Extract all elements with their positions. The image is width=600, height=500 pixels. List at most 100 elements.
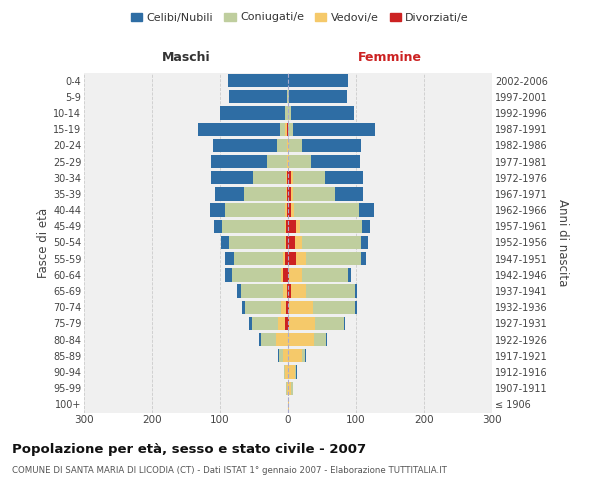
Bar — [292, 382, 293, 395]
Y-axis label: Anni di nascita: Anni di nascita — [556, 199, 569, 286]
Bar — [291, 204, 294, 217]
Bar — [344, 317, 345, 330]
Bar — [287, 122, 288, 136]
Bar — [285, 366, 288, 378]
Bar — [296, 252, 307, 266]
Bar — [259, 333, 261, 346]
Bar — [287, 382, 288, 395]
Bar — [288, 268, 289, 281]
Bar — [241, 284, 283, 298]
Bar — [229, 90, 287, 104]
Bar — [292, 106, 354, 120]
Bar — [289, 90, 347, 104]
Bar — [284, 236, 286, 249]
Bar — [234, 252, 283, 266]
Bar — [296, 366, 297, 378]
Bar — [305, 284, 355, 298]
Bar — [284, 220, 286, 233]
Bar — [288, 106, 292, 120]
Bar — [286, 300, 288, 314]
Bar — [355, 284, 358, 298]
Bar — [215, 188, 244, 200]
Bar — [244, 188, 286, 200]
Bar — [295, 236, 302, 249]
Bar — [288, 220, 296, 233]
Bar — [242, 300, 245, 314]
Bar — [359, 204, 374, 217]
Bar — [225, 252, 234, 266]
Bar — [276, 333, 288, 346]
Bar — [314, 333, 326, 346]
Bar — [355, 300, 356, 314]
Bar — [283, 252, 284, 266]
Bar — [287, 90, 288, 104]
Bar — [294, 204, 359, 217]
Bar — [288, 398, 289, 411]
Bar — [285, 204, 287, 217]
Bar — [288, 155, 289, 168]
Bar — [220, 106, 284, 120]
Bar — [283, 349, 288, 362]
Bar — [288, 300, 289, 314]
Bar — [302, 236, 361, 249]
Bar — [285, 122, 287, 136]
Bar — [299, 220, 362, 233]
Bar — [292, 171, 293, 184]
Bar — [295, 366, 296, 378]
Bar — [226, 268, 232, 281]
Bar — [278, 349, 279, 362]
Bar — [288, 252, 296, 266]
Bar — [293, 122, 375, 136]
Bar — [288, 171, 292, 184]
Bar — [287, 155, 288, 168]
Bar — [286, 171, 287, 184]
Bar — [221, 236, 229, 249]
Bar — [287, 188, 288, 200]
Bar — [284, 252, 288, 266]
Bar — [211, 171, 253, 184]
Bar — [362, 220, 370, 233]
Bar — [286, 220, 288, 233]
Bar — [249, 317, 252, 330]
Bar — [289, 268, 302, 281]
Bar — [222, 220, 284, 233]
Legend: Celibi/Nubili, Coniugati/e, Vedovi/e, Divorziati/e: Celibi/Nubili, Coniugati/e, Vedovi/e, Di… — [127, 8, 473, 27]
Bar — [283, 268, 288, 281]
Bar — [261, 333, 276, 346]
Bar — [302, 138, 361, 152]
Bar — [212, 138, 277, 152]
Text: Femmine: Femmine — [358, 52, 422, 64]
Bar — [288, 122, 293, 136]
Bar — [289, 317, 315, 330]
Bar — [252, 317, 278, 330]
Bar — [289, 300, 313, 314]
Bar — [311, 155, 360, 168]
Bar — [288, 349, 302, 362]
Bar — [288, 382, 292, 395]
Bar — [288, 188, 292, 200]
Text: Popolazione per età, sesso e stato civile - 2007: Popolazione per età, sesso e stato civil… — [12, 442, 366, 456]
Bar — [226, 204, 285, 217]
Bar — [198, 122, 280, 136]
Bar — [302, 268, 348, 281]
Bar — [289, 138, 302, 152]
Bar — [237, 284, 241, 298]
Bar — [296, 220, 299, 233]
Bar — [288, 138, 289, 152]
Bar — [288, 90, 289, 104]
Bar — [286, 188, 287, 200]
Bar — [288, 236, 295, 249]
Bar — [228, 74, 288, 87]
Bar — [281, 300, 286, 314]
Bar — [307, 252, 361, 266]
Bar — [286, 382, 287, 395]
Bar — [302, 349, 305, 362]
Bar — [288, 284, 291, 298]
Bar — [293, 171, 325, 184]
Bar — [286, 236, 288, 249]
Bar — [278, 317, 284, 330]
Bar — [288, 74, 348, 87]
Bar — [287, 171, 288, 184]
Text: COMUNE DI SANTA MARIA DI LICODIA (CT) - Dati ISTAT 1° gennaio 2007 - Elaborazion: COMUNE DI SANTA MARIA DI LICODIA (CT) - … — [12, 466, 447, 475]
Bar — [245, 300, 281, 314]
